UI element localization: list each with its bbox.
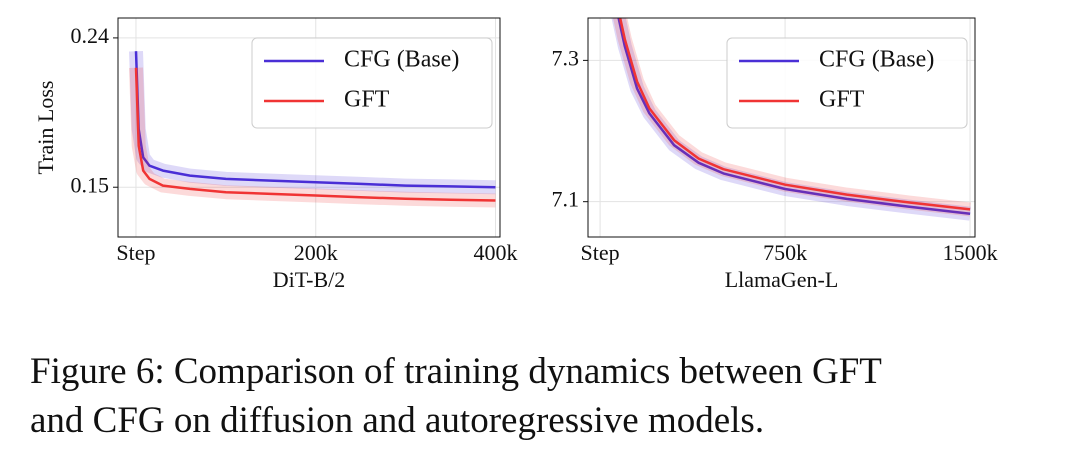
legend-label: GFT bbox=[344, 87, 390, 113]
x-tick-label: Step bbox=[581, 240, 620, 265]
caption-line: and CFG on diffusion and autoregressive … bbox=[30, 400, 764, 441]
y-tick-label: 0.24 bbox=[71, 23, 110, 48]
plot-frame bbox=[587, 17, 976, 238]
series-line bbox=[617, 18, 971, 215]
plot-frame bbox=[117, 17, 501, 238]
legend-label: CFG (Base) bbox=[819, 47, 934, 73]
plot-area bbox=[611, 18, 971, 221]
series-line bbox=[134, 67, 496, 202]
x-axis-label: LlamaGen-L bbox=[725, 267, 839, 292]
caption-line: Figure 6: Comparison of training dynamic… bbox=[30, 351, 882, 392]
legend-label: GFT bbox=[819, 87, 865, 113]
y-tick-label: 0.15 bbox=[71, 172, 110, 197]
x-tick-label: 400k bbox=[474, 240, 518, 265]
x-tick-label: 1500k bbox=[943, 240, 998, 265]
plot-area bbox=[129, 50, 496, 208]
legend-label: CFG (Base) bbox=[344, 47, 459, 73]
x-tick-label: 750k bbox=[763, 240, 807, 265]
y-axis-label: Train Loss bbox=[33, 81, 58, 175]
y-tick-label: 7.3 bbox=[552, 45, 580, 70]
series-line bbox=[134, 51, 496, 189]
y-tick-label: 7.1 bbox=[552, 187, 580, 212]
x-axis-label: DiT-B/2 bbox=[273, 267, 346, 292]
x-tick-label: Step bbox=[116, 240, 155, 265]
series-line bbox=[618, 18, 971, 211]
x-tick-label: 200k bbox=[294, 240, 338, 265]
